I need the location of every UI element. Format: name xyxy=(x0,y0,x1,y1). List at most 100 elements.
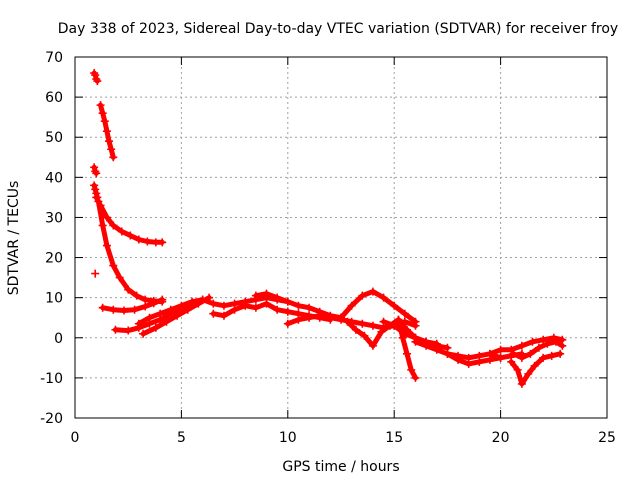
series-arc15 xyxy=(337,287,420,326)
data-point xyxy=(209,299,218,308)
data-point xyxy=(102,127,111,136)
data-point xyxy=(377,327,386,336)
data-point xyxy=(343,317,352,326)
data-point xyxy=(109,305,118,314)
data-point xyxy=(539,353,548,362)
data-point xyxy=(411,317,420,326)
y-tick-label: 60 xyxy=(45,90,63,106)
x-tick-label: 25 xyxy=(598,430,616,446)
data-point xyxy=(305,313,314,322)
data-point xyxy=(507,345,516,354)
data-point xyxy=(390,321,399,330)
data-point xyxy=(96,101,105,110)
data-point xyxy=(464,359,473,368)
data-point xyxy=(177,301,186,310)
data-point xyxy=(551,337,560,346)
data-point xyxy=(530,361,539,370)
data-point xyxy=(394,315,403,324)
data-point xyxy=(117,227,126,236)
x-tick-label: 0 xyxy=(71,430,80,446)
series-line xyxy=(338,289,418,325)
data-point xyxy=(475,357,484,366)
data-point xyxy=(432,345,441,354)
data-point xyxy=(139,329,148,338)
series-arc11 xyxy=(139,293,214,338)
axis-ticks: 0 5 10 15 20 25 -20 -10 0 10 20 30 40 50 60 70 xyxy=(40,50,616,446)
y-tick-label: 50 xyxy=(45,130,63,146)
data-point xyxy=(141,295,150,304)
data-point xyxy=(443,349,452,358)
data-point xyxy=(107,145,116,154)
data-point xyxy=(100,117,109,126)
y-axis-label: SDTVAR / TECUs xyxy=(6,181,22,296)
y-tick-label: 20 xyxy=(45,251,63,267)
data-point xyxy=(547,351,556,360)
y-tick-label: 10 xyxy=(45,291,63,307)
y-tick-label: -20 xyxy=(40,411,63,427)
data-point xyxy=(111,325,120,334)
data-point xyxy=(188,297,197,306)
data-point xyxy=(368,341,377,350)
data-point xyxy=(92,169,101,178)
data-point xyxy=(132,291,141,300)
data-point xyxy=(422,341,431,350)
data-point xyxy=(509,349,518,358)
data-point xyxy=(273,305,282,314)
series-arc23 xyxy=(509,337,567,362)
data-point xyxy=(485,349,494,358)
x-tick-label: 20 xyxy=(492,430,510,446)
x-axis-label: GPS time / hours xyxy=(282,459,399,475)
data-point xyxy=(94,197,103,206)
data-point xyxy=(379,317,388,326)
data-point xyxy=(98,109,107,118)
plot-frame xyxy=(74,56,608,419)
data-point xyxy=(102,241,111,250)
data-point xyxy=(402,349,411,358)
data-point xyxy=(109,221,118,230)
data-point xyxy=(294,315,303,324)
data-point xyxy=(496,353,505,362)
data-point xyxy=(230,305,239,314)
data-point xyxy=(98,221,107,230)
data-point xyxy=(166,305,175,314)
series-layer xyxy=(90,69,567,388)
data-point xyxy=(368,287,377,296)
data-point xyxy=(556,349,565,358)
data-point xyxy=(91,71,100,80)
data-point xyxy=(379,293,388,302)
data-point xyxy=(534,343,543,352)
data-point xyxy=(119,306,128,315)
data-point xyxy=(162,317,171,326)
data-point xyxy=(173,311,182,320)
data-point xyxy=(91,185,100,194)
data-point xyxy=(134,319,143,328)
data-point xyxy=(156,309,165,318)
y-tick-label: 30 xyxy=(45,210,63,226)
data-point xyxy=(90,163,99,172)
data-point xyxy=(351,325,360,334)
data-point xyxy=(145,313,154,322)
series-arc3 xyxy=(90,163,101,178)
data-point xyxy=(411,373,420,382)
data-point xyxy=(183,305,192,314)
y-tick-label: -10 xyxy=(40,371,63,387)
data-point xyxy=(507,357,516,366)
data-point xyxy=(524,369,533,378)
data-point xyxy=(124,326,133,335)
series-arc5 xyxy=(91,269,100,278)
x-tick-label: 10 xyxy=(279,430,297,446)
series-line xyxy=(93,194,165,245)
data-point xyxy=(219,311,228,320)
data-point xyxy=(262,289,271,298)
series-arc18 xyxy=(394,315,420,382)
data-point xyxy=(109,153,118,162)
data-point xyxy=(126,231,135,240)
data-point xyxy=(102,213,111,222)
data-point xyxy=(219,301,228,310)
data-point xyxy=(158,295,167,304)
data-point xyxy=(209,309,218,318)
data-point xyxy=(360,331,369,340)
data-point xyxy=(358,319,367,328)
data-point xyxy=(98,303,107,312)
